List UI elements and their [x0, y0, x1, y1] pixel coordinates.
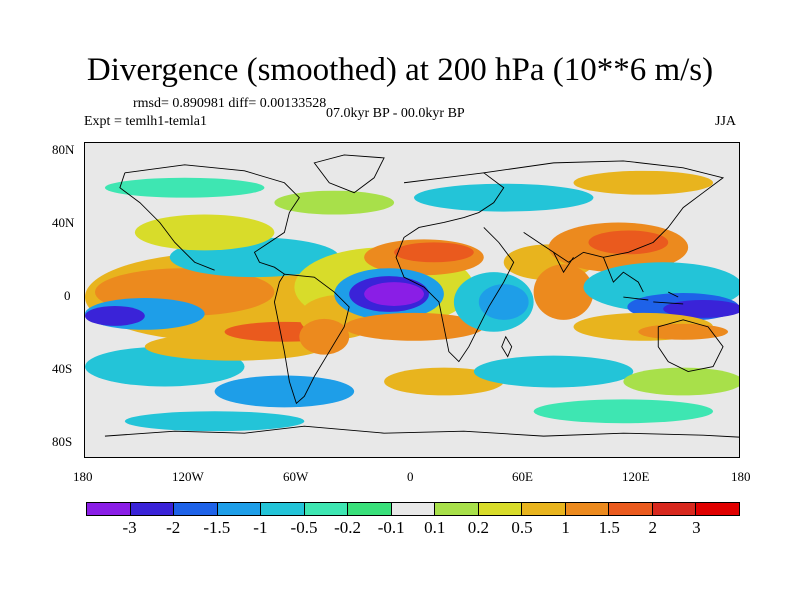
lat-tick: 80N [52, 142, 75, 157]
lon-tick: 180 [731, 469, 751, 484]
colorbar-segment [304, 503, 349, 515]
lon-tick: 120W [172, 469, 204, 484]
colorbar-label: -1.5 [203, 518, 231, 537]
chart-title: Divergence (smoothed) at 200 hPa (10**6 … [86, 52, 714, 88]
colorbar-label: -0.2 [334, 518, 362, 537]
colorbar-label: 0.1 [424, 518, 446, 537]
lat-tick: 40N [52, 215, 75, 230]
period-label: 07.0kyr BP - 00.0kyr BP [326, 106, 465, 121]
colorbar-segment [478, 503, 523, 515]
colorbar-segment [217, 503, 262, 515]
colorbar-segment [522, 503, 566, 515]
colorbar-label: -1 [253, 518, 268, 537]
colorbar-segment [565, 503, 610, 515]
lon-tick: 120E [622, 469, 650, 484]
colorbar-label: 0.2 [467, 518, 490, 537]
colorbar-label: -0.5 [290, 518, 318, 537]
colorbar-segment [652, 503, 697, 515]
lat-tick: 80S [52, 434, 73, 449]
lat-tick: 40S [52, 361, 73, 376]
colorbar-segment [435, 503, 479, 515]
lon-tick: 60E [512, 469, 533, 484]
colorbar-label: -2 [166, 518, 181, 537]
colorbar-segment [609, 503, 653, 515]
season-label: JJA [715, 114, 737, 129]
colorbar-label: 1 [561, 518, 570, 537]
field-blobs [85, 170, 739, 432]
stats-label: rmsd= 0.890981 diff= 0.00133528 [133, 96, 327, 111]
colorbar [86, 502, 740, 516]
colorbar-segment [174, 503, 218, 515]
colorbar-label: 2 [648, 518, 658, 537]
colorbar-label: 0.5 [511, 518, 533, 537]
map-panel [84, 142, 740, 458]
colorbar-label: 3 [692, 518, 701, 537]
coastlines [104, 154, 739, 438]
colorbar-segment [391, 503, 436, 515]
colorbar-segment [87, 503, 131, 515]
colorbar-segment [696, 503, 739, 515]
experiment-label: Expt = temlh1-temla1 [84, 114, 207, 129]
lon-tick: 0 [407, 469, 414, 484]
colorbar-segment [130, 503, 175, 515]
colorbar-segment [261, 503, 305, 515]
divergence-field [85, 143, 739, 457]
lon-tick: 60W [283, 469, 309, 484]
colorbar-label: -3 [122, 518, 137, 537]
colorbar-label: 1.5 [598, 518, 620, 537]
colorbar-segment [348, 503, 392, 515]
lon-tick: 180 [73, 469, 93, 484]
lat-tick: 0 [64, 288, 71, 303]
colorbar-label: -0.1 [377, 518, 405, 537]
